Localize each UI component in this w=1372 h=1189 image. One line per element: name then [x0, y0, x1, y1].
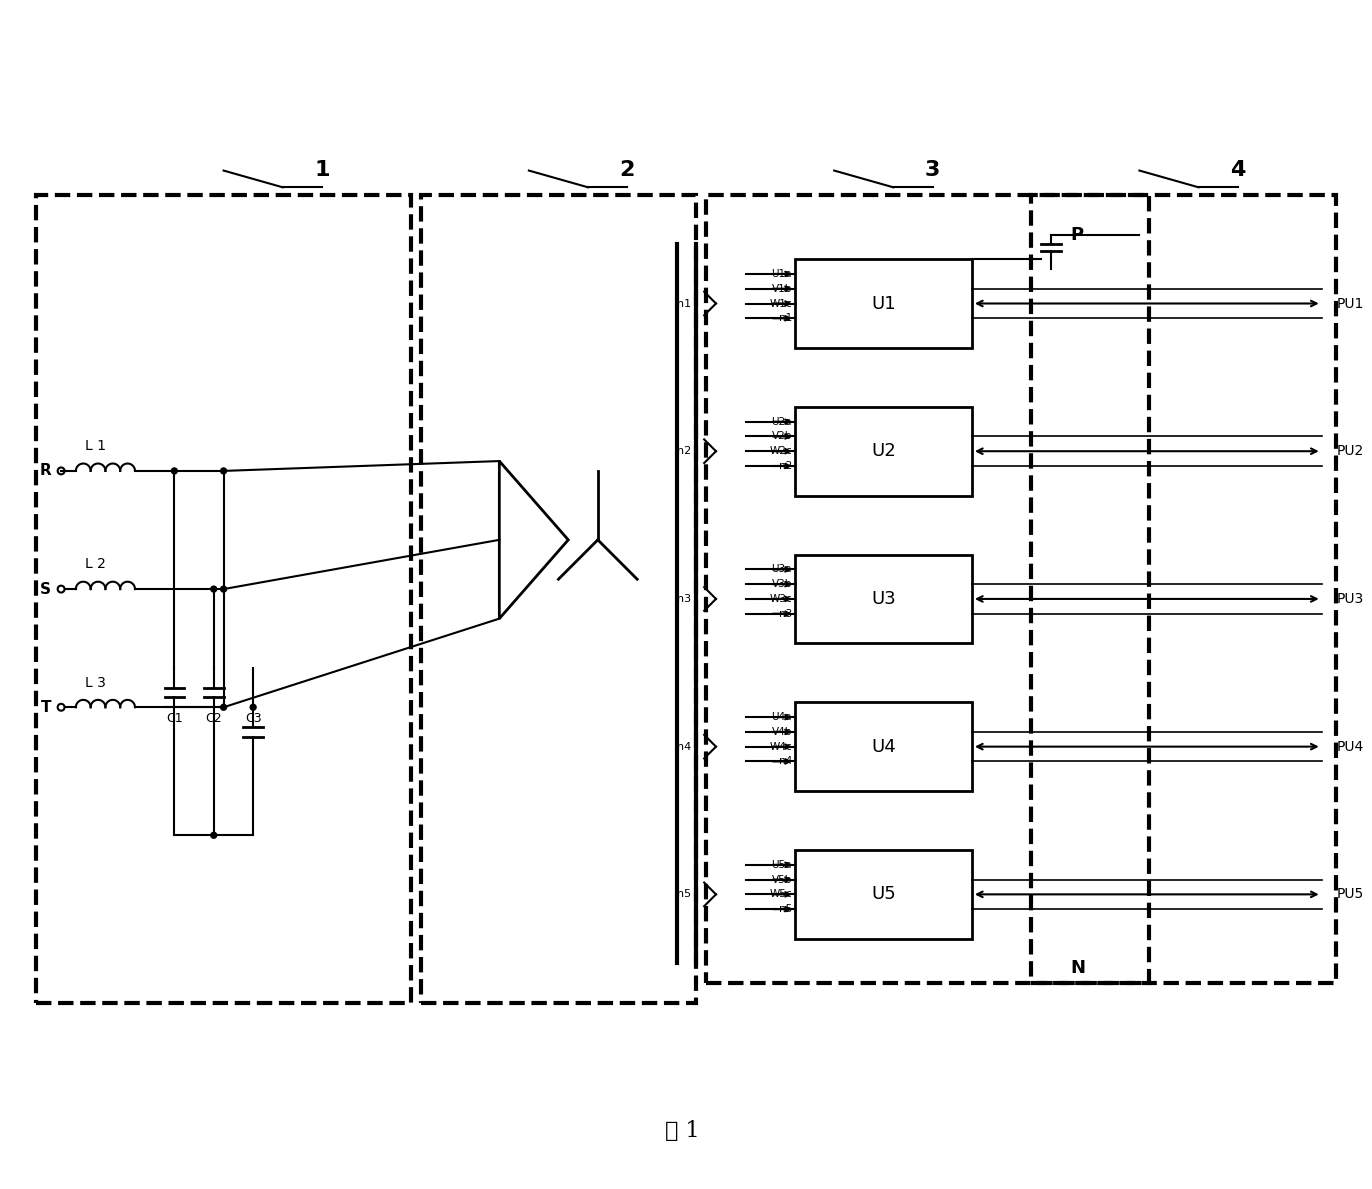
Bar [794, 850, 971, 938]
Text: 图 1: 图 1 [665, 1120, 700, 1141]
Text: PU4: PU4 [1336, 740, 1364, 754]
Text: U1: U1 [871, 295, 896, 313]
Text: n3: n3 [778, 609, 792, 618]
Text: V5b: V5b [771, 875, 792, 885]
Circle shape [172, 468, 177, 474]
Text: n4: n4 [678, 742, 691, 751]
Bar [794, 554, 971, 643]
Text: U4a: U4a [771, 712, 792, 722]
Text: U5a: U5a [771, 860, 792, 870]
Text: U1a: U1a [771, 269, 792, 279]
Text: V4b: V4b [771, 726, 792, 737]
Text: PU5: PU5 [1336, 887, 1364, 901]
Text: V2b: V2b [771, 432, 792, 441]
Text: N: N [1070, 960, 1085, 977]
Text: U2: U2 [871, 442, 896, 460]
Text: W4c: W4c [770, 742, 792, 751]
Text: n5: n5 [778, 904, 792, 914]
Bar [794, 259, 971, 348]
Text: C1: C1 [166, 712, 182, 725]
Text: L 3: L 3 [85, 675, 106, 690]
Text: PU2: PU2 [1336, 445, 1364, 458]
Text: V1b: V1b [771, 284, 792, 294]
Text: n3: n3 [678, 594, 691, 604]
Text: n1: n1 [678, 298, 691, 308]
Bar [794, 407, 971, 496]
Text: U3: U3 [871, 590, 896, 608]
Text: 3: 3 [925, 161, 940, 181]
Circle shape [221, 586, 226, 592]
Text: C3: C3 [244, 712, 262, 725]
Text: U3a: U3a [771, 565, 792, 574]
Text: n4: n4 [778, 756, 792, 767]
Text: P: P [1070, 226, 1084, 244]
Text: L 1: L 1 [85, 439, 106, 453]
Text: C2: C2 [206, 712, 222, 725]
Text: n2: n2 [778, 461, 792, 471]
Text: W5c: W5c [770, 889, 792, 899]
Text: PU1: PU1 [1336, 296, 1364, 310]
Text: n1: n1 [778, 313, 792, 323]
Text: U4: U4 [871, 737, 896, 756]
Text: W2c: W2c [770, 446, 792, 457]
Circle shape [221, 704, 226, 710]
Text: 4: 4 [1231, 161, 1246, 181]
Text: n5: n5 [678, 889, 691, 899]
Circle shape [211, 832, 217, 838]
Text: 2: 2 [620, 161, 635, 181]
Text: U5: U5 [871, 886, 896, 904]
Text: R: R [40, 464, 51, 478]
Circle shape [250, 704, 257, 710]
Bar [794, 703, 971, 791]
Text: L 2: L 2 [85, 558, 106, 572]
Text: 1: 1 [314, 161, 329, 181]
Circle shape [211, 586, 217, 592]
Text: U2a: U2a [771, 416, 792, 427]
Text: W1c: W1c [770, 298, 792, 308]
Text: V3b: V3b [771, 579, 792, 590]
Text: T: T [41, 700, 51, 715]
Text: PU3: PU3 [1336, 592, 1364, 606]
Text: n2: n2 [678, 446, 691, 457]
Text: W3c: W3c [770, 594, 792, 604]
Text: S: S [40, 581, 51, 597]
Circle shape [221, 468, 226, 474]
